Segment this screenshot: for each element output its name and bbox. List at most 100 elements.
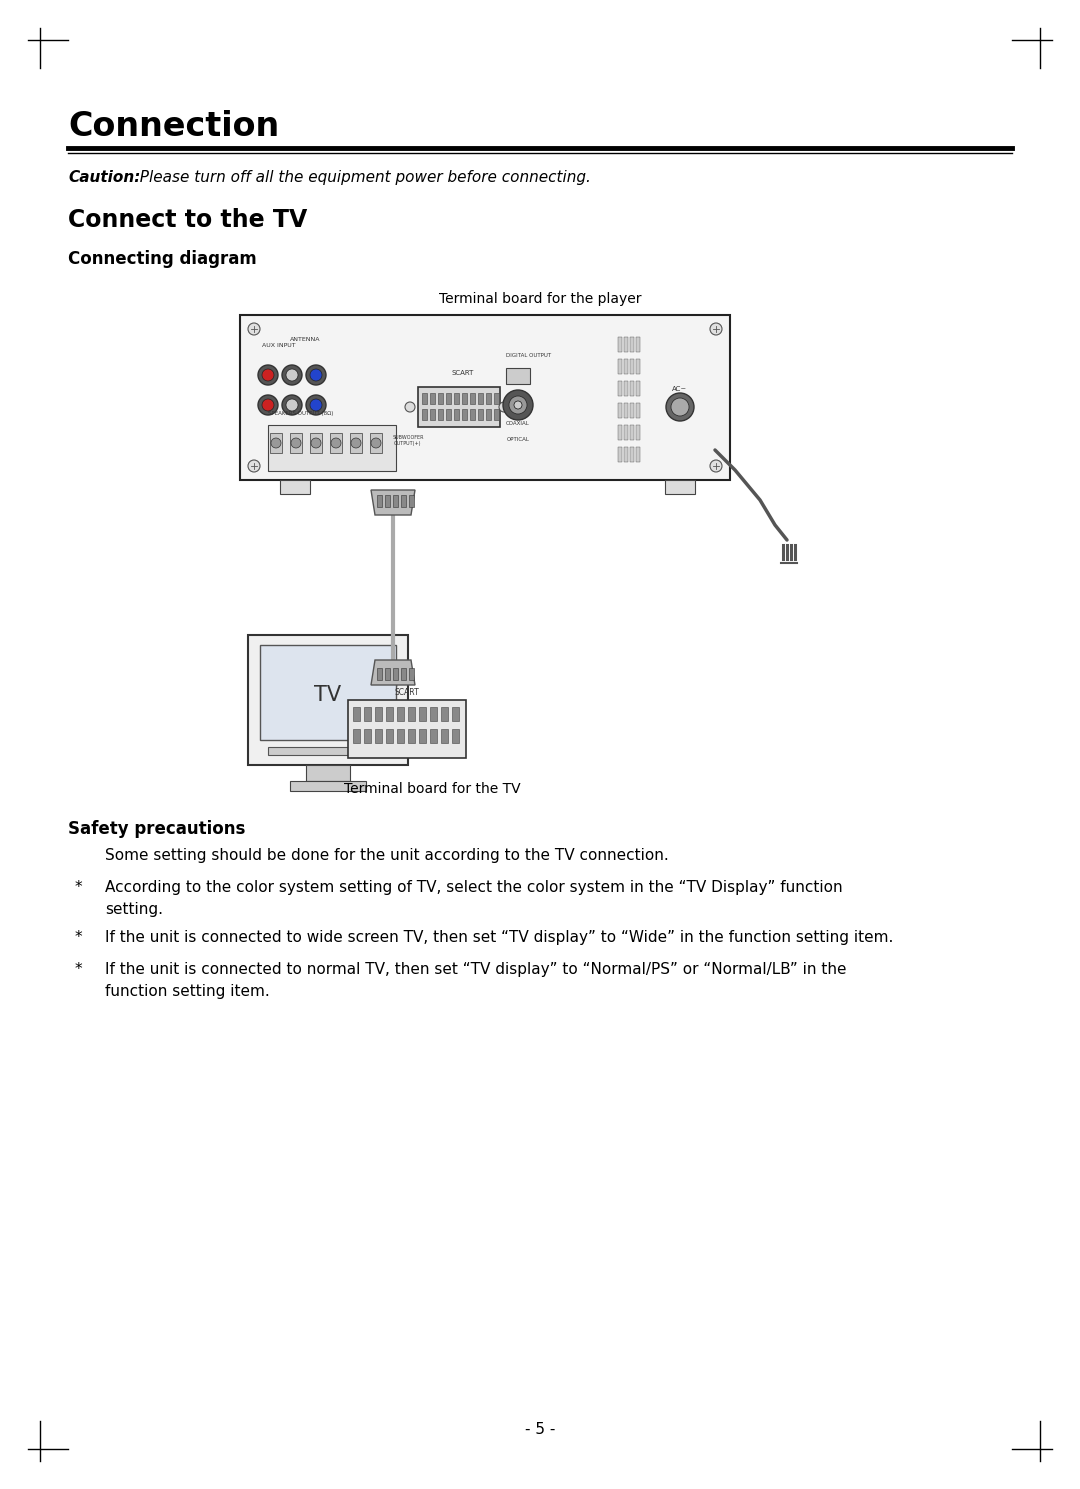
Bar	[478, 393, 483, 404]
Text: *: *	[75, 880, 83, 895]
Text: SUBWOOFER
OUTPUT(+): SUBWOOFER OUTPUT(+)	[392, 435, 423, 445]
Bar	[618, 359, 622, 374]
Circle shape	[311, 438, 321, 448]
Bar	[393, 494, 399, 506]
Circle shape	[306, 395, 326, 415]
Bar	[384, 669, 390, 680]
Bar	[624, 381, 627, 396]
Bar	[453, 730, 459, 743]
Bar	[408, 707, 415, 721]
Bar	[268, 747, 388, 755]
Bar	[364, 707, 372, 721]
Bar	[280, 479, 310, 494]
Bar	[384, 494, 390, 506]
Bar	[486, 409, 491, 420]
Bar	[665, 479, 696, 494]
Bar	[409, 494, 414, 506]
Bar	[397, 730, 404, 743]
Circle shape	[710, 460, 723, 472]
Bar	[453, 707, 459, 721]
Bar	[409, 669, 414, 680]
Bar	[438, 393, 443, 404]
Circle shape	[330, 438, 341, 448]
Circle shape	[262, 369, 274, 381]
Bar	[370, 433, 382, 453]
Bar	[291, 433, 302, 453]
Bar	[377, 669, 382, 680]
Text: AC~: AC~	[673, 386, 688, 392]
Bar	[624, 359, 627, 374]
Circle shape	[351, 438, 361, 448]
Circle shape	[499, 402, 509, 412]
Polygon shape	[372, 490, 415, 515]
Text: COAXIAL: COAXIAL	[507, 421, 530, 426]
Bar	[454, 393, 459, 404]
Bar	[624, 447, 627, 462]
Polygon shape	[372, 660, 415, 685]
Bar	[618, 424, 622, 441]
Bar	[430, 409, 435, 420]
Bar	[470, 409, 475, 420]
Bar	[260, 645, 396, 740]
Bar	[636, 337, 640, 351]
Bar	[375, 730, 382, 743]
Bar	[422, 409, 427, 420]
Text: Please turn off all the equipment power before connecting.: Please turn off all the equipment power …	[130, 170, 591, 185]
Bar	[430, 393, 435, 404]
Bar	[268, 424, 396, 471]
Text: Safety precautions: Safety precautions	[68, 820, 245, 838]
Bar	[375, 707, 382, 721]
Bar	[630, 381, 634, 396]
Text: If the unit is connected to wide screen TV, then set “TV display” to “Wide” in t: If the unit is connected to wide screen …	[105, 931, 893, 946]
Bar	[306, 765, 350, 782]
Text: Connection: Connection	[68, 110, 280, 143]
Bar	[636, 424, 640, 441]
Text: If the unit is connected to normal TV, then set “TV display” to “Normal/PS” or “: If the unit is connected to normal TV, t…	[105, 962, 847, 977]
Bar	[393, 669, 399, 680]
Bar	[401, 669, 406, 680]
Bar	[291, 782, 366, 791]
Circle shape	[310, 369, 322, 381]
Bar	[397, 707, 404, 721]
Bar	[422, 393, 427, 404]
Bar	[348, 700, 465, 758]
Text: AUX INPUT: AUX INPUT	[262, 342, 296, 348]
Bar	[240, 316, 730, 479]
Bar	[470, 393, 475, 404]
Text: Connecting diagram: Connecting diagram	[68, 250, 257, 268]
Circle shape	[666, 393, 694, 421]
Bar	[330, 433, 342, 453]
Circle shape	[306, 365, 326, 386]
Bar	[441, 707, 448, 721]
Bar	[350, 433, 362, 453]
Text: setting.: setting.	[105, 902, 163, 917]
Bar	[630, 359, 634, 374]
Bar	[618, 447, 622, 462]
Bar	[430, 730, 437, 743]
Bar	[419, 707, 426, 721]
Bar	[507, 368, 530, 384]
Text: Caution:: Caution:	[68, 170, 140, 185]
Bar	[353, 707, 360, 721]
Bar	[618, 404, 622, 418]
Text: - 5 -: - 5 -	[525, 1422, 555, 1437]
Bar	[494, 409, 499, 420]
Bar	[630, 424, 634, 441]
Bar	[494, 393, 499, 404]
Bar	[478, 409, 483, 420]
Circle shape	[514, 401, 522, 409]
Bar	[624, 337, 627, 351]
Bar	[408, 730, 415, 743]
Bar	[248, 634, 408, 765]
Circle shape	[282, 365, 302, 386]
Bar	[430, 707, 437, 721]
Text: function setting item.: function setting item.	[105, 984, 270, 999]
Text: SCART: SCART	[451, 369, 473, 377]
Bar	[486, 393, 491, 404]
Circle shape	[271, 438, 281, 448]
Bar	[270, 433, 282, 453]
Bar	[310, 433, 322, 453]
Bar	[636, 447, 640, 462]
Bar	[630, 447, 634, 462]
Bar	[618, 337, 622, 351]
